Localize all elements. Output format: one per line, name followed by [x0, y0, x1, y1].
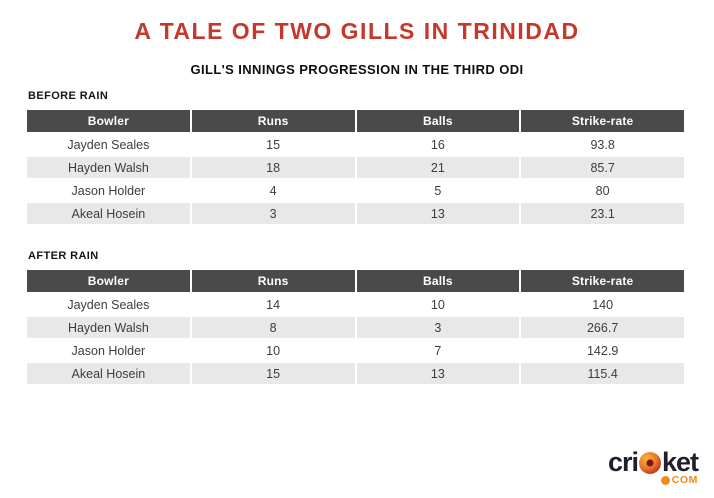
runs-value: 15: [191, 134, 355, 156]
balls-value: 10: [356, 294, 520, 316]
strike-rate-value: 80: [521, 180, 684, 202]
balls-value: 13: [356, 203, 520, 225]
bowler-name: Akeal Hosein: [27, 203, 190, 225]
bowler-name: Akeal Hosein: [27, 363, 190, 385]
logo-wordmark: cri ket: [607, 447, 699, 477]
bowler-name: Jayden Seales: [27, 294, 190, 316]
strike-rate-value: 85.7: [521, 157, 684, 179]
balls-value: 5: [356, 180, 520, 202]
orange-dot-icon: [660, 475, 670, 485]
table-row: Jason Holder 10 7 142.9: [27, 340, 684, 362]
logo-text-pre: cri: [607, 447, 639, 477]
section-label-before-rain: BEFORE RAIN: [28, 90, 109, 103]
table-row: Hayden Walsh 8 3 266.7: [27, 317, 684, 339]
runs-value: 14: [191, 294, 355, 316]
bowler-name: Jason Holder: [27, 180, 190, 202]
balls-value: 16: [356, 134, 520, 156]
column-header-runs: Runs: [191, 270, 355, 293]
column-header-strike-rate: Strike-rate: [521, 110, 684, 133]
bowler-name: Hayden Walsh: [27, 317, 190, 339]
bowler-name: Jason Holder: [27, 340, 190, 362]
table-row: Akeal Hosein 15 13 115.4: [27, 363, 684, 385]
bowler-name: Jayden Seales: [27, 134, 190, 156]
runs-value: 18: [191, 157, 355, 179]
table-row: Jayden Seales 15 16 93.8: [27, 134, 684, 156]
after-rain-table: Bowler Runs Balls Strike-rate Jayden Sea…: [25, 268, 686, 386]
column-header-bowler: Bowler: [27, 270, 190, 293]
runs-value: 15: [191, 363, 355, 385]
column-header-bowler: Bowler: [27, 110, 190, 133]
before-rain-table: Bowler Runs Balls Strike-rate Jayden Sea…: [25, 108, 686, 226]
runs-value: 10: [191, 340, 355, 362]
logo-com-label: COM: [671, 474, 698, 486]
table-header-row: Bowler Runs Balls Strike-rate: [27, 270, 684, 293]
strike-rate-value: 23.1: [521, 203, 684, 225]
column-header-balls: Balls: [356, 270, 520, 293]
column-header-runs: Runs: [191, 110, 355, 133]
column-header-balls: Balls: [356, 110, 520, 133]
section-label-after-rain: AFTER RAIN: [28, 250, 99, 263]
logo-text-post: ket: [661, 447, 699, 477]
bowler-name: Hayden Walsh: [27, 157, 190, 179]
balls-value: 7: [356, 340, 520, 362]
page-title: A TALE OF TWO GILLS IN TRINIDAD: [134, 18, 580, 44]
strike-rate-value: 142.9: [521, 340, 684, 362]
ball-center-dot-icon: [646, 459, 654, 466]
table-row: Jayden Seales 14 10 140: [27, 294, 684, 316]
column-header-strike-rate: Strike-rate: [521, 270, 684, 293]
cricket-ball-icon: [638, 451, 661, 474]
balls-value: 21: [356, 157, 520, 179]
table-row: Jason Holder 4 5 80: [27, 180, 684, 202]
balls-value: 13: [356, 363, 520, 385]
page-subtitle: GILL'S INNINGS PROGRESSION IN THE THIRD …: [190, 62, 524, 78]
strike-rate-value: 93.8: [521, 134, 684, 156]
runs-value: 3: [191, 203, 355, 225]
strike-rate-value: 115.4: [521, 363, 684, 385]
balls-value: 3: [356, 317, 520, 339]
table-row: Hayden Walsh 18 21 85.7: [27, 157, 684, 179]
table-row: Akeal Hosein 3 13 23.1: [27, 203, 684, 225]
cricket-com-logo: cri ket COM: [607, 447, 699, 487]
strike-rate-value: 140: [521, 294, 684, 316]
table-header-row: Bowler Runs Balls Strike-rate: [27, 110, 684, 133]
runs-value: 4: [191, 180, 355, 202]
strike-rate-value: 266.7: [521, 317, 684, 339]
runs-value: 8: [191, 317, 355, 339]
